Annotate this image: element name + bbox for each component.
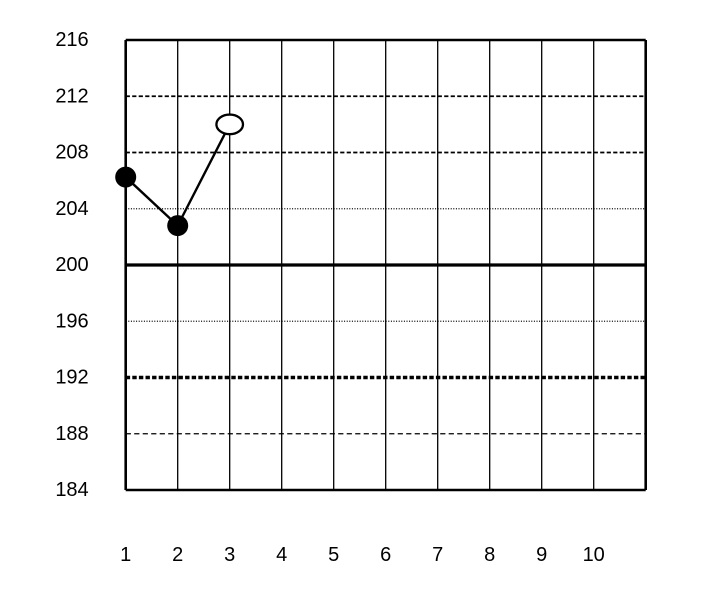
svg-text:8: 8 bbox=[484, 544, 495, 566]
svg-text:1: 1 bbox=[120, 544, 131, 566]
svg-text:2: 2 bbox=[172, 544, 183, 566]
svg-text:4: 4 bbox=[276, 544, 287, 566]
svg-text:196: 196 bbox=[55, 310, 88, 332]
svg-text:192: 192 bbox=[55, 367, 88, 389]
svg-text:9: 9 bbox=[536, 544, 547, 566]
svg-text:7: 7 bbox=[432, 544, 443, 566]
svg-text:204: 204 bbox=[55, 198, 88, 220]
svg-text:200: 200 bbox=[55, 254, 88, 276]
svg-text:5: 5 bbox=[328, 544, 339, 566]
svg-text:3: 3 bbox=[224, 544, 235, 566]
svg-text:212: 212 bbox=[55, 85, 88, 107]
svg-text:208: 208 bbox=[55, 142, 88, 164]
svg-text:10: 10 bbox=[583, 544, 605, 566]
svg-text:6: 6 bbox=[380, 544, 391, 566]
svg-text:188: 188 bbox=[55, 423, 88, 445]
svg-text:216: 216 bbox=[55, 29, 88, 51]
svg-text:184: 184 bbox=[55, 479, 88, 501]
